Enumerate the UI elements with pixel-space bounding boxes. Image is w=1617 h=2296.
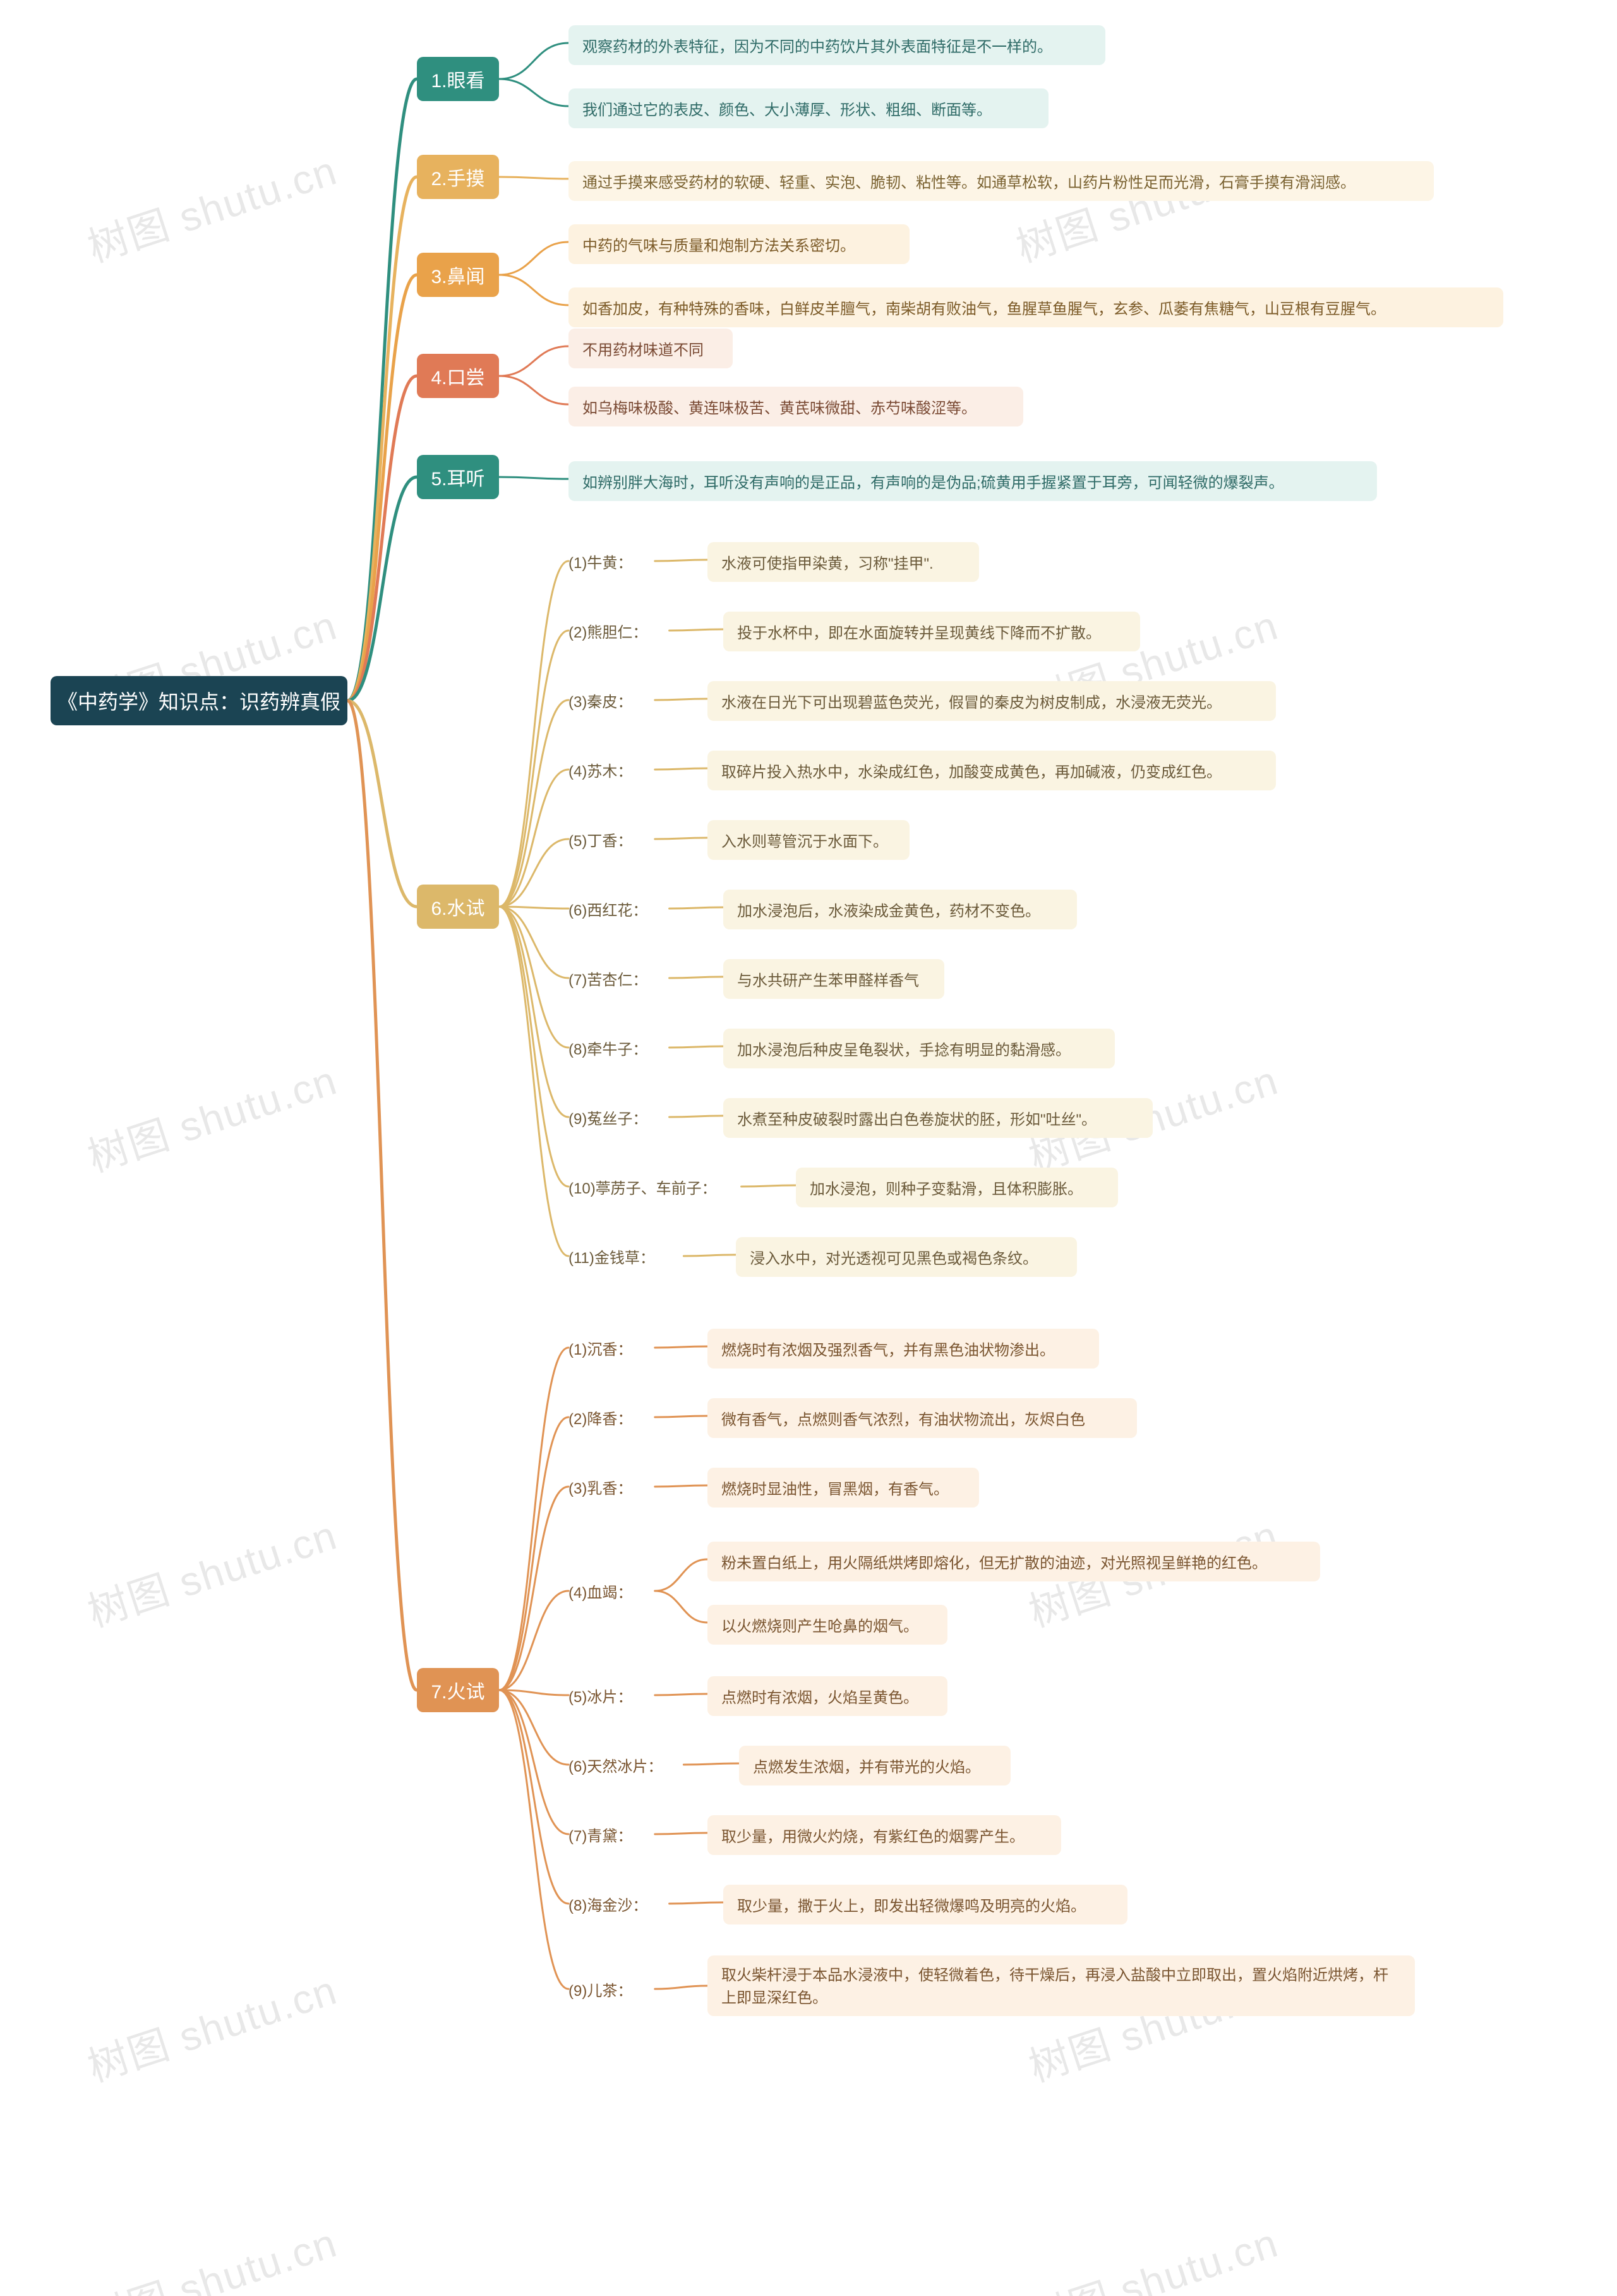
sub-node: (5)丁香： — [568, 828, 632, 850]
leaf-node: 点燃发生浓烟，并有带光的火焰。 — [739, 1746, 1011, 1785]
sub-node: (9)菟丝子： — [568, 1106, 647, 1128]
leaf-node: 取少量，用微火灼烧，有紫红色的烟雾产生。 — [707, 1815, 1061, 1855]
sub-node: (4)血竭： — [568, 1580, 632, 1602]
leaf-node: 燃烧时有浓烟及强烈香气，并有黑色油状物渗出。 — [707, 1329, 1099, 1369]
leaf-node: 水煮至种皮破裂时露出白色卷旋状的胚，形如"吐丝"。 — [723, 1098, 1153, 1138]
sub-node: (7)苦杏仁： — [568, 967, 647, 989]
leaf-node: 微有香气，点燃则香气浓烈，有油状物流出，灰烬白色 — [707, 1398, 1137, 1438]
branch-b7: 7.火试 — [417, 1668, 499, 1712]
leaf-node: 加水浸泡后，水液染成金黄色，药材不变色。 — [723, 890, 1077, 929]
leaf-node: 以火燃烧则产生呛鼻的烟气。 — [707, 1605, 947, 1645]
leaf-node: 不用药材味道不同 — [568, 329, 733, 368]
sub-node: (7)青黛： — [568, 1823, 632, 1846]
branch-b3: 3.鼻闻 — [417, 253, 499, 297]
leaf-node: 入水则萼管沉于水面下。 — [707, 820, 910, 860]
leaf-node: 观察药材的外表特征，因为不同的中药饮片其外表面特征是不一样的。 — [568, 25, 1105, 65]
branch-b2: 2.手摸 — [417, 155, 499, 199]
branch-b4: 4.口尝 — [417, 354, 499, 398]
leaf-node: 我们通过它的表皮、颜色、大小薄厚、形状、粗细、断面等。 — [568, 88, 1049, 128]
sub-node: (8)海金沙： — [568, 1892, 647, 1915]
leaf-node: 加水浸泡后种皮呈龟裂状，手捻有明显的黏滑感。 — [723, 1029, 1115, 1068]
leaf-node: 与水共研产生苯甲醛样香气 — [723, 959, 944, 999]
sub-node: (4)苏木： — [568, 758, 632, 781]
branch-b6: 6.水试 — [417, 885, 499, 929]
leaf-node: 取少量，撒于火上，即发出轻微爆鸣及明亮的火焰。 — [723, 1885, 1127, 1924]
sub-node: (2)熊胆仁： — [568, 619, 647, 642]
sub-node: (8)牵牛子： — [568, 1036, 647, 1059]
leaf-node: 加水浸泡，则种子变黏滑，且体积膨胀。 — [796, 1168, 1118, 1207]
branch-b5: 5.耳听 — [417, 455, 499, 499]
leaf-node: 中药的气味与质量和炮制方法关系密切。 — [568, 224, 910, 264]
leaf-node: 如辨别胖大海时，耳听没有声响的是正品，有声响的是伪品;硫黄用手握紧置于耳旁，可闻… — [568, 461, 1377, 501]
leaf-node: 浸入水中，对光透视可见黑色或褐色条纹。 — [736, 1237, 1077, 1277]
leaf-node: 通过手摸来感受药材的软硬、轻重、实泡、脆韧、粘性等。如通草松软，山药片粉性足而光… — [568, 161, 1434, 201]
sub-node: (9)儿茶： — [568, 1978, 632, 2000]
root-node: 《中药学》知识点：识药辨真假 — [51, 676, 347, 725]
leaf-node: 点燃时有浓烟，火焰呈黄色。 — [707, 1676, 947, 1716]
leaf-node: 如乌梅味极酸、黄连味极苦、黄芪味微甜、赤芍味酸涩等。 — [568, 387, 1023, 426]
sub-node: (6)西红花： — [568, 897, 647, 920]
sub-node: (3)秦皮： — [568, 689, 632, 711]
branch-b1: 1.眼看 — [417, 57, 499, 101]
sub-node: (10)葶苈子、车前子： — [568, 1175, 717, 1198]
leaf-node: 水液可使指甲染黄，习称"挂甲". — [707, 542, 979, 582]
leaf-node: 投于水杯中，即在水面旋转并呈现黄线下降而不扩散。 — [723, 612, 1140, 651]
leaf-node: 粉未置白纸上，用火隔纸烘烤即熔化，但无扩散的油迹，对光照视呈鲜艳的红色。 — [707, 1542, 1320, 1581]
leaf-node: 燃烧时显油性，冒黑烟，有香气。 — [707, 1468, 979, 1508]
sub-node: (5)冰片： — [568, 1684, 632, 1707]
sub-node: (1)牛黄： — [568, 550, 632, 572]
leaf-node: 取火柴杆浸于本品水浸液中，使轻微着色，待干燥后，再浸入盐酸中立即取出，置火焰附近… — [707, 1955, 1415, 2016]
leaf-node: 如香加皮，有种特殊的香味，白鲜皮羊膻气，南柴胡有败油气，鱼腥草鱼腥气，玄参、瓜萎… — [568, 287, 1503, 327]
leaf-node: 水液在日光下可出现碧蓝色荧光，假冒的秦皮为树皮制成，水浸液无荧光。 — [707, 681, 1276, 721]
sub-node: (3)乳香： — [568, 1475, 632, 1498]
sub-node: (1)沉香： — [568, 1336, 632, 1359]
sub-node: (2)降香： — [568, 1406, 632, 1429]
leaf-node: 取碎片投入热水中，水染成红色，加酸变成黄色，再加碱液，仍变成红色。 — [707, 751, 1276, 790]
sub-node: (6)天然冰片： — [568, 1753, 663, 1776]
sub-node: (11)金钱草： — [568, 1245, 655, 1267]
